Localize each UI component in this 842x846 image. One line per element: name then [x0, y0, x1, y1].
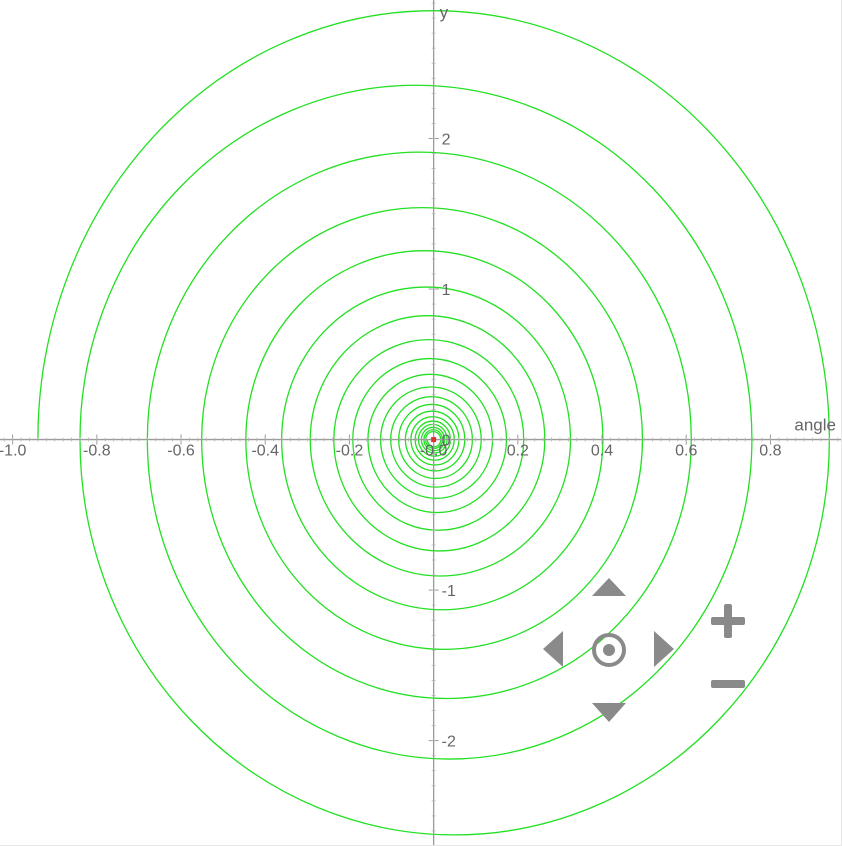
point-layer	[431, 437, 437, 443]
x-axis-title: angle	[794, 416, 836, 435]
down-arrow-icon	[592, 703, 626, 722]
y-tick-label: 0	[442, 433, 451, 450]
reset-view-button[interactable]	[589, 630, 629, 670]
pan-right-button[interactable]	[651, 629, 677, 669]
curve-layer	[37, 9, 831, 836]
x-tick-label: -0.4	[251, 443, 279, 460]
x-tick-group: -1.0 -0.8 -0.6 -0.4 -0.2 -0.0 0.2 0.4 0.6 0.8	[0, 434, 782, 460]
x-tick-label: -0.0	[420, 443, 448, 460]
x-tick-label: 0.4	[591, 443, 613, 460]
y-axis-title: y	[440, 3, 449, 22]
x-tick-label: 0.8	[759, 443, 781, 460]
pan-left-button[interactable]	[540, 629, 566, 669]
zoom-in-button[interactable]	[708, 601, 748, 641]
plus-icon	[711, 604, 745, 638]
y-tick-label: -2	[442, 734, 456, 751]
target-icon	[592, 633, 626, 667]
y-tick-label: -1	[442, 583, 456, 600]
y-tick-label: 1	[442, 282, 451, 299]
origin-point	[431, 437, 437, 443]
zoom-out-button[interactable]	[708, 674, 748, 694]
minus-icon	[711, 680, 745, 688]
x-tick-label: -1.0	[0, 443, 27, 460]
x-tick-label: 0.6	[675, 443, 697, 460]
spiral-curve-0	[37, 9, 831, 836]
pan-up-button[interactable]	[590, 576, 628, 598]
right-arrow-icon	[654, 631, 674, 667]
left-arrow-icon	[543, 631, 563, 667]
x-tick-label: -0.8	[83, 443, 111, 460]
y-tick-label: 2	[442, 131, 451, 148]
y-tick-group: 2 1 0 -1 -2	[428, 131, 456, 751]
x-tick-label: -0.6	[167, 443, 195, 460]
x-tick-label: -0.2	[336, 443, 364, 460]
x-tick-label: 0.2	[507, 443, 529, 460]
up-arrow-icon	[592, 578, 626, 596]
pan-down-button[interactable]	[590, 700, 628, 724]
